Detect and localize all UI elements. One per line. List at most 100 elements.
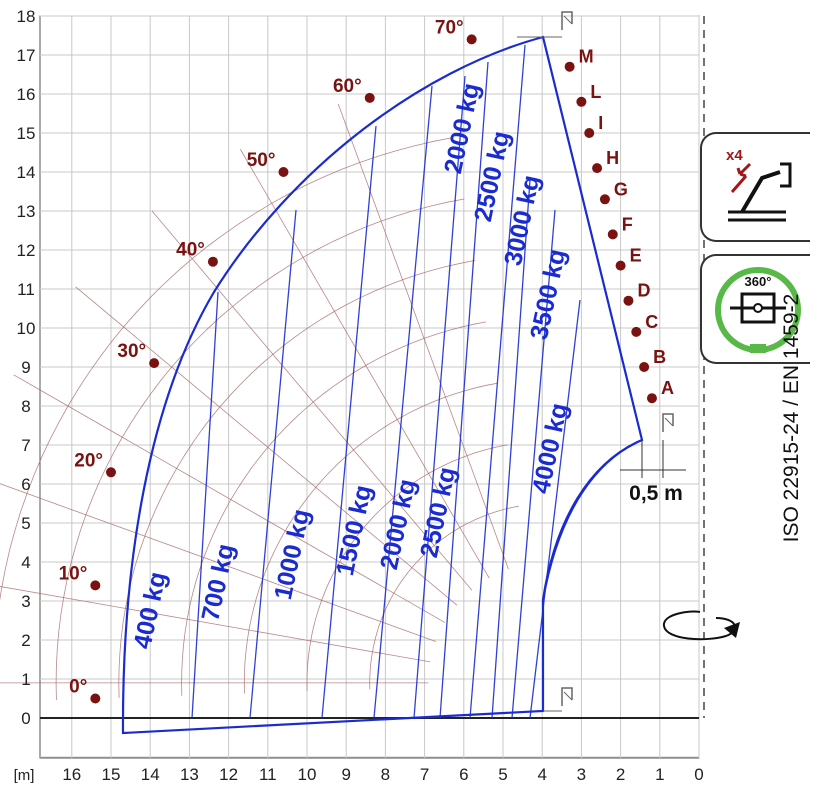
extension-marker — [584, 128, 595, 138]
reach-arc — [55, 198, 465, 701]
angle-marker-label: 10° — [59, 563, 88, 584]
zone-boundary — [249, 209, 297, 719]
y-tick-label: 2 — [21, 631, 30, 650]
angle-marker — [106, 467, 116, 478]
rotation-arrow — [663, 610, 737, 641]
rotation-icon: 360° — [715, 267, 801, 353]
rotation-arrowhead — [724, 622, 740, 638]
load-zone-label: 3000 kg — [499, 173, 545, 269]
load-zone-label: 2500 kg — [469, 129, 515, 225]
x-tick-label: 3 — [577, 765, 586, 784]
x-tick-label: 15 — [102, 765, 121, 784]
angle-ray — [0, 586, 431, 663]
extension-marker — [623, 295, 634, 306]
x-tick-label: 8 — [381, 765, 390, 784]
fork-icon — [662, 413, 674, 432]
angle-marker — [207, 256, 218, 267]
extension-marker-label: F — [622, 214, 633, 234]
dimension-label: 0,5 m — [629, 482, 683, 505]
y-tick-label: 15 — [17, 124, 36, 143]
load-envelope — [121, 35, 644, 735]
extension-marker-label: E — [630, 246, 642, 266]
x-tick-label: 1 — [655, 765, 664, 784]
y-tick-label: 0 — [21, 709, 30, 728]
reach-arc — [306, 444, 508, 692]
extension-marker-label: C — [645, 312, 658, 332]
y-tick-label: 18 — [17, 7, 36, 26]
reach-arc — [0, 137, 454, 601]
x-tick-label: 4 — [537, 765, 546, 784]
y-tick-label: 16 — [17, 85, 36, 104]
zone-boundary — [321, 125, 377, 719]
x-tick-label: 14 — [141, 765, 160, 784]
angle-marker — [90, 693, 101, 704]
load-zone-label: 4000 kg — [527, 401, 573, 497]
extension-marker — [592, 163, 603, 174]
y-tick-label: 13 — [17, 202, 36, 221]
load-zone-label: 1500 kg — [331, 483, 377, 579]
zone-boundary — [469, 44, 526, 719]
x-tick-label: 2 — [616, 765, 625, 784]
load-zone-label: 2000 kg — [375, 477, 421, 573]
extension-marker — [607, 229, 618, 240]
angle-marker-label: 40° — [176, 240, 205, 261]
y-tick-label: 17 — [17, 46, 36, 65]
y-tick-label: 12 — [17, 241, 36, 260]
angle-ray — [240, 149, 490, 579]
x-tick-label: 16 — [62, 765, 81, 784]
zone-boundary — [413, 75, 466, 719]
reach-arc — [118, 260, 476, 698]
zone-boundary — [511, 209, 556, 719]
extension-marker-label: A — [661, 378, 674, 398]
extension-marker-label: M — [579, 47, 594, 67]
extension-marker — [564, 61, 575, 72]
angle-marker — [149, 358, 160, 369]
x-tick-label: 7 — [420, 765, 429, 784]
outrigger-panel: x4 — [700, 132, 810, 242]
y-tick-label: 5 — [21, 514, 30, 533]
extension-marker — [631, 326, 642, 337]
x-unit-label: [m] — [14, 767, 35, 784]
chart-extras: 0,5 m — [517, 11, 740, 718]
extension-marker — [599, 194, 610, 205]
x-tick-label: 5 — [498, 765, 507, 784]
y-tick-label: 8 — [21, 397, 30, 416]
angle-marker-label: 60° — [333, 76, 362, 97]
x-tick-label: 6 — [459, 765, 468, 784]
fork-icon — [561, 11, 573, 30]
outrigger-count: x4 — [726, 147, 743, 164]
y-tick-label: 10 — [17, 319, 36, 338]
extension-marker-label: H — [606, 148, 619, 168]
angle-ray — [337, 103, 509, 570]
x-tick-label: 0 — [694, 765, 703, 784]
extension-marker-label: L — [590, 82, 601, 102]
y-tick-label: 7 — [21, 436, 30, 455]
extension-marker-label: D — [637, 281, 650, 301]
x-tick-label: 13 — [180, 765, 199, 784]
load-zone-label: 2000 kg — [439, 81, 485, 177]
angle-marker-label: 0° — [69, 677, 87, 698]
angle-marker — [466, 34, 477, 45]
angle-ray — [13, 374, 445, 623]
y-tick-label: 6 — [21, 475, 30, 494]
standard-label: ISO 22915-24 / EN 1459-2 — [780, 293, 803, 543]
angle-marker-label: 70° — [435, 17, 464, 38]
angle-marker-label: 20° — [74, 450, 103, 471]
angle-marker-label: 50° — [247, 150, 276, 171]
zone-boundary — [373, 85, 433, 719]
load-zone-label: 1000 kg — [269, 507, 315, 603]
extension-marker — [615, 260, 626, 271]
extension-marker — [639, 362, 650, 372]
extension-marker — [646, 393, 657, 404]
angle-ray — [151, 210, 473, 591]
reach-arc — [369, 505, 519, 690]
extension-marker — [576, 96, 587, 107]
extension-marker-label: I — [598, 113, 603, 133]
reach-arc — [181, 321, 487, 696]
inner-limit-arc — [542, 439, 643, 601]
extension-marker-label: G — [614, 179, 628, 199]
outrigger-icon: x4 — [726, 147, 792, 222]
extension-marker-label: B — [653, 347, 666, 367]
